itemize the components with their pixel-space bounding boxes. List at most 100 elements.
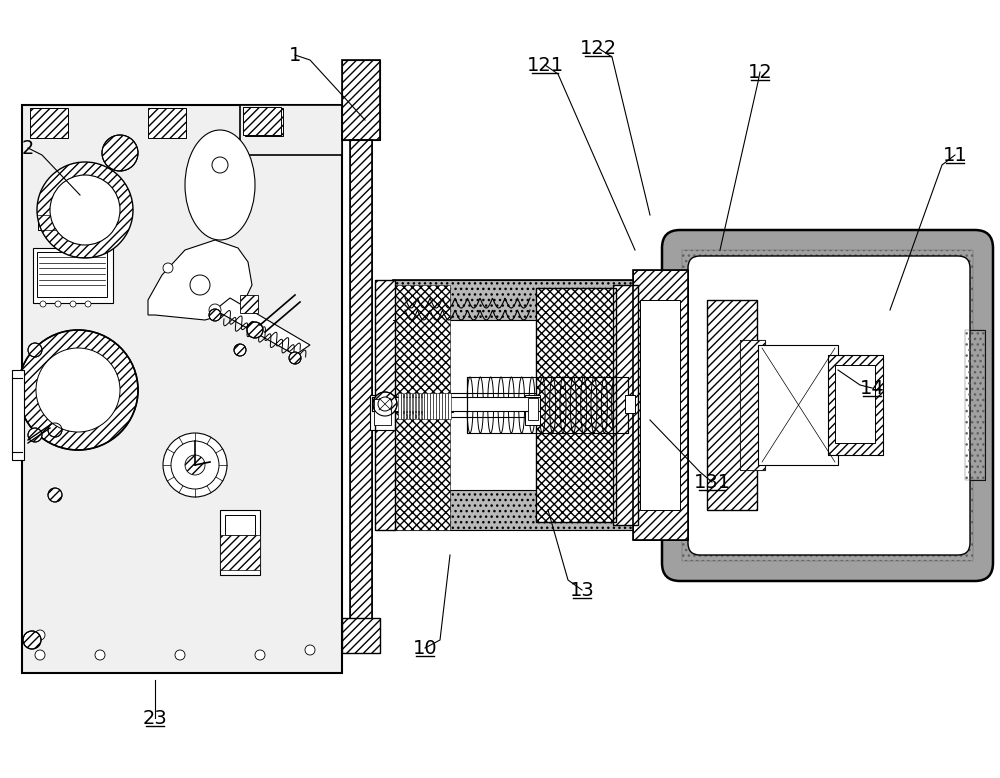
Bar bbox=[433, 393, 436, 419]
Bar bbox=[613, 285, 638, 525]
Bar bbox=[395, 285, 450, 530]
Bar bbox=[442, 393, 445, 419]
Bar bbox=[37, 252, 107, 297]
Circle shape bbox=[378, 397, 392, 411]
Polygon shape bbox=[148, 240, 252, 320]
Bar bbox=[240, 295, 258, 313]
Circle shape bbox=[48, 423, 62, 437]
Bar bbox=[342, 618, 380, 653]
Bar bbox=[38, 215, 58, 230]
Bar bbox=[398, 393, 400, 419]
Bar bbox=[528, 398, 538, 420]
Circle shape bbox=[55, 301, 61, 307]
Text: 12: 12 bbox=[748, 62, 772, 82]
Circle shape bbox=[95, 650, 105, 660]
Bar bbox=[682, 250, 973, 561]
Circle shape bbox=[212, 157, 228, 173]
Bar bbox=[536, 288, 616, 522]
Circle shape bbox=[85, 301, 91, 307]
Circle shape bbox=[209, 309, 221, 321]
Circle shape bbox=[163, 263, 173, 273]
Circle shape bbox=[175, 650, 185, 660]
Circle shape bbox=[23, 631, 41, 649]
Bar bbox=[12, 370, 24, 460]
Bar bbox=[758, 345, 838, 465]
Circle shape bbox=[289, 352, 301, 364]
Bar bbox=[424, 393, 427, 419]
Bar bbox=[225, 515, 255, 535]
Circle shape bbox=[70, 301, 76, 307]
Bar bbox=[640, 300, 680, 510]
Bar bbox=[342, 618, 380, 653]
Bar bbox=[707, 300, 757, 510]
Bar bbox=[375, 280, 395, 530]
Bar bbox=[413, 393, 415, 419]
Text: 10: 10 bbox=[413, 639, 437, 657]
Circle shape bbox=[37, 162, 133, 258]
Bar bbox=[372, 397, 540, 411]
Bar bbox=[625, 395, 635, 413]
Circle shape bbox=[28, 428, 42, 442]
Circle shape bbox=[171, 441, 219, 489]
Bar bbox=[633, 270, 688, 540]
Bar bbox=[404, 393, 406, 419]
Circle shape bbox=[50, 175, 120, 245]
Bar bbox=[395, 398, 453, 412]
Bar bbox=[407, 393, 409, 419]
Bar bbox=[633, 270, 688, 540]
Circle shape bbox=[102, 135, 138, 171]
Bar bbox=[220, 510, 260, 575]
Text: 13: 13 bbox=[570, 580, 594, 600]
Bar bbox=[30, 108, 68, 138]
Bar bbox=[245, 108, 283, 136]
FancyBboxPatch shape bbox=[688, 256, 970, 555]
Circle shape bbox=[40, 301, 46, 307]
Circle shape bbox=[48, 488, 62, 502]
Bar bbox=[828, 355, 883, 455]
Bar bbox=[430, 393, 433, 419]
Circle shape bbox=[255, 650, 265, 660]
Bar bbox=[965, 330, 985, 480]
Bar bbox=[525, 395, 540, 425]
Bar bbox=[401, 393, 403, 419]
Text: 11: 11 bbox=[943, 145, 967, 164]
Bar bbox=[422, 393, 424, 419]
Bar bbox=[393, 490, 713, 530]
Bar bbox=[536, 288, 616, 522]
Bar bbox=[350, 140, 372, 620]
Circle shape bbox=[35, 630, 45, 640]
Ellipse shape bbox=[185, 130, 255, 240]
Bar bbox=[613, 285, 638, 525]
Circle shape bbox=[305, 645, 315, 655]
Bar bbox=[370, 395, 395, 430]
Bar bbox=[410, 393, 412, 419]
Text: 23: 23 bbox=[143, 709, 167, 727]
Circle shape bbox=[185, 455, 205, 475]
Circle shape bbox=[28, 343, 42, 357]
Bar bbox=[427, 393, 430, 419]
Circle shape bbox=[163, 433, 227, 497]
Bar bbox=[419, 393, 421, 419]
Bar bbox=[342, 60, 380, 140]
Bar bbox=[240, 105, 342, 155]
Polygon shape bbox=[215, 298, 310, 355]
Bar bbox=[467, 377, 628, 433]
Text: 1: 1 bbox=[289, 45, 301, 65]
Circle shape bbox=[35, 650, 45, 660]
Bar bbox=[448, 393, 450, 419]
Bar bbox=[740, 340, 765, 470]
Circle shape bbox=[247, 322, 263, 338]
Bar bbox=[416, 393, 418, 419]
Bar bbox=[220, 535, 260, 570]
FancyBboxPatch shape bbox=[662, 230, 993, 581]
Bar bbox=[393, 280, 713, 530]
Bar bbox=[148, 108, 186, 138]
Bar bbox=[439, 393, 442, 419]
Text: 14: 14 bbox=[860, 379, 884, 398]
Circle shape bbox=[18, 330, 138, 450]
Bar bbox=[243, 107, 281, 135]
Circle shape bbox=[36, 348, 120, 432]
Circle shape bbox=[190, 275, 210, 295]
Bar bbox=[740, 340, 765, 470]
Text: 121: 121 bbox=[526, 55, 564, 75]
